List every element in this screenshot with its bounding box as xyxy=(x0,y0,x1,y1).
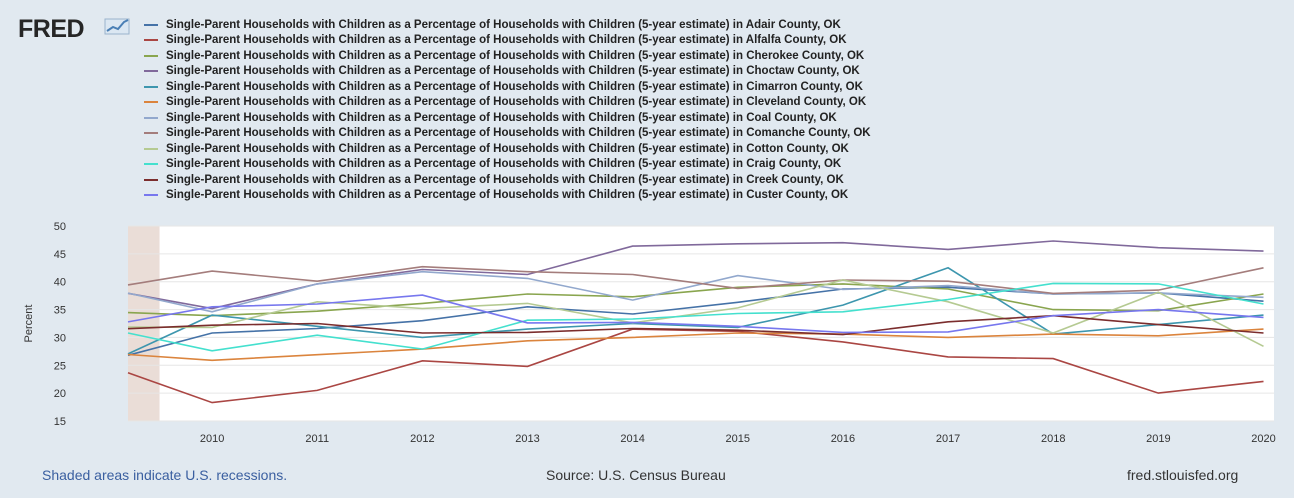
legend-item[interactable]: Single-Parent Households with Children a… xyxy=(144,188,871,204)
fred-chart-icon xyxy=(104,18,130,35)
x-tick-label: 2015 xyxy=(726,433,750,445)
y-tick-label: 40 xyxy=(54,277,66,289)
legend-label: Single-Parent Households with Children a… xyxy=(166,127,871,140)
legend-label: Single-Parent Households with Children a… xyxy=(166,96,867,109)
y-tick-label: 35 xyxy=(54,305,66,317)
legend-label: Single-Parent Households with Children a… xyxy=(166,80,863,93)
x-tick-label: 2016 xyxy=(831,433,855,445)
legend-swatch xyxy=(144,39,158,42)
recessions-note-link[interactable]: Shaded areas indicate U.S. recessions. xyxy=(42,467,288,483)
legend-item[interactable]: Single-Parent Households with Children a… xyxy=(144,157,871,173)
chart-legend: Single-Parent Households with Children a… xyxy=(144,17,871,203)
series-line xyxy=(127,294,1264,334)
legend-swatch xyxy=(144,54,158,57)
source-note: Source: U.S. Census Bureau xyxy=(546,467,726,483)
legend-item[interactable]: Single-Parent Households with Children a… xyxy=(144,141,871,157)
legend-label: Single-Parent Households with Children a… xyxy=(166,189,849,202)
legend-item[interactable]: Single-Parent Households with Children a… xyxy=(144,48,871,64)
x-tick-label: 2012 xyxy=(410,433,434,445)
x-tick-label: 2014 xyxy=(620,433,644,445)
legend-label: Single-Parent Households with Children a… xyxy=(166,173,844,186)
legend-label: Single-Parent Households with Children a… xyxy=(166,18,841,31)
x-tick-label: 2019 xyxy=(1146,433,1170,445)
x-tick-label: 2017 xyxy=(936,433,960,445)
y-tick-label: 30 xyxy=(54,332,66,344)
legend-item[interactable]: Single-Parent Households with Children a… xyxy=(144,33,871,49)
y-axis-label: Percent xyxy=(23,305,35,343)
x-tick-label: 2010 xyxy=(200,433,224,445)
legend-label: Single-Parent Households with Children a… xyxy=(166,142,849,155)
legend-item[interactable]: Single-Parent Households with Children a… xyxy=(144,126,871,142)
series-line xyxy=(127,282,1264,352)
legend-label: Single-Parent Households with Children a… xyxy=(166,65,860,78)
x-tick-label: 2018 xyxy=(1041,433,1065,445)
legend-swatch xyxy=(144,101,158,104)
x-tick-label: 2011 xyxy=(305,433,329,445)
y-tick-label: 45 xyxy=(54,249,66,261)
legend-swatch xyxy=(144,116,158,119)
legend-item[interactable]: Single-Parent Households with Children a… xyxy=(144,17,871,33)
legend-swatch xyxy=(144,23,158,26)
site-link[interactable]: fred.stlouisfed.org xyxy=(1127,467,1239,483)
legend-item[interactable]: Single-Parent Households with Children a… xyxy=(144,95,871,111)
legend-swatch xyxy=(144,163,158,166)
y-tick-label: 25 xyxy=(54,360,66,372)
legend-item[interactable]: Single-Parent Households with Children a… xyxy=(144,172,871,188)
legend-item[interactable]: Single-Parent Households with Children a… xyxy=(144,64,871,80)
series-line xyxy=(127,314,1264,336)
legend-swatch xyxy=(144,147,158,150)
y-tick-label: 15 xyxy=(54,416,66,428)
legend-swatch xyxy=(144,70,158,73)
y-tick-label: 20 xyxy=(54,388,66,400)
legend-label: Single-Parent Households with Children a… xyxy=(166,49,865,62)
series-line xyxy=(127,328,1264,404)
legend-swatch xyxy=(144,132,158,135)
series-line xyxy=(127,279,1264,348)
fred-logo: FRED xyxy=(18,15,85,43)
legend-item[interactable]: Single-Parent Households with Children a… xyxy=(144,110,871,126)
legend-swatch xyxy=(144,194,158,197)
x-tick-label: 2020 xyxy=(1251,433,1275,445)
legend-label: Single-Parent Households with Children a… xyxy=(166,34,847,47)
legend-swatch xyxy=(144,85,158,88)
legend-label: Single-Parent Households with Children a… xyxy=(166,111,837,124)
series-line xyxy=(127,270,1264,313)
legend-label: Single-Parent Households with Children a… xyxy=(166,158,842,171)
series-line xyxy=(127,328,1264,362)
legend-item[interactable]: Single-Parent Households with Children a… xyxy=(144,79,871,95)
y-tick-label: 50 xyxy=(54,221,66,233)
series-line xyxy=(127,283,1264,317)
legend-swatch xyxy=(144,178,158,181)
series-line xyxy=(127,265,1264,295)
recession-shading xyxy=(128,226,160,421)
x-tick-label: 2013 xyxy=(515,433,539,445)
